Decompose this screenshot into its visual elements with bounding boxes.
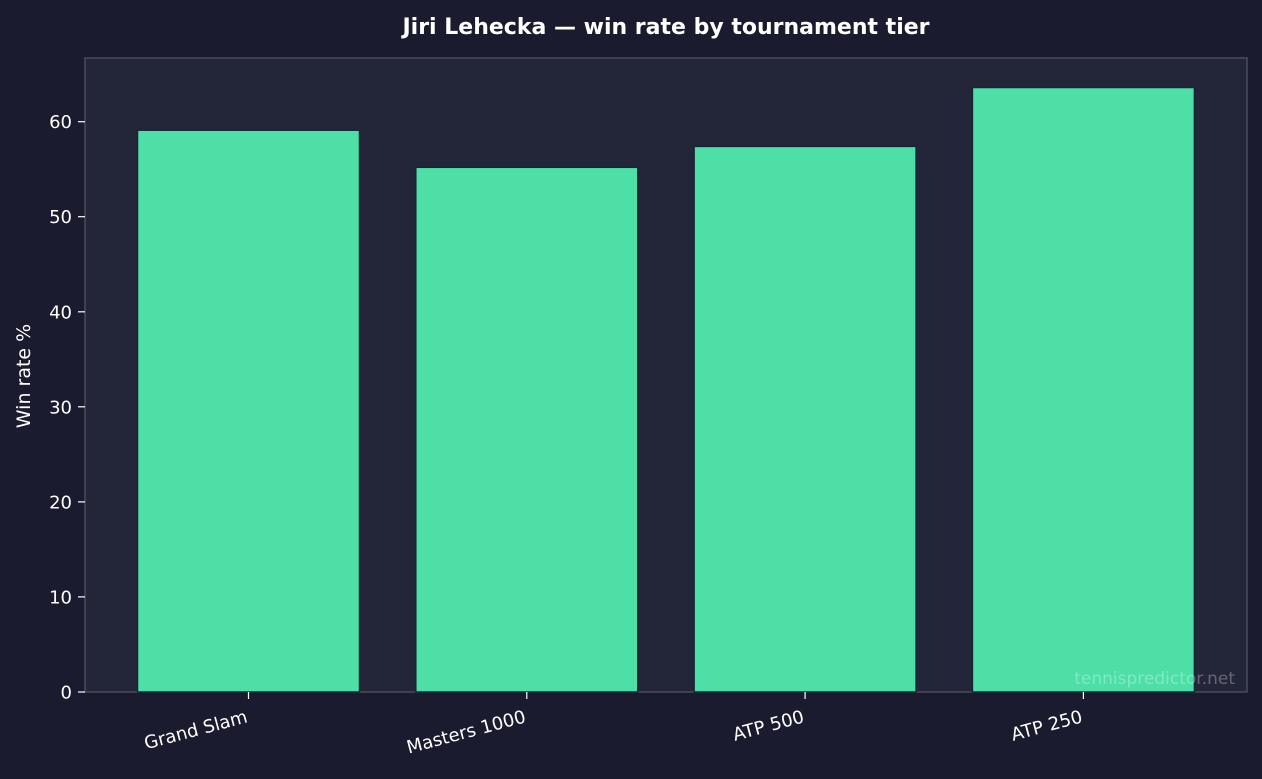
bar-atp-250 [971,86,1196,693]
bar-masters-1000 [415,166,639,693]
bar-atp-500 [693,145,917,693]
x-tick-label: Grand Slam [142,707,250,755]
y-tick-label: 20 [49,492,72,513]
watermark: tennispredictor.net [1074,669,1235,689]
y-tick-label: 40 [49,302,72,323]
bar-grand-slam [136,129,361,693]
x-tick-label: Masters 1000 [404,707,528,759]
bars-group [136,86,1196,693]
y-tick-label: 30 [49,397,72,418]
y-tick-label: 0 [61,683,72,704]
x-tick-label: ATP 250 [1009,707,1085,746]
y-tick-label: 50 [49,207,72,228]
y-axis-label: Win rate % [13,324,35,428]
y-tick-label: 60 [49,112,72,133]
chart-title: Jiri Lehecka — win rate by tournament ti… [400,15,929,40]
y-tick-label: 10 [49,587,72,608]
x-tick-label: ATP 500 [731,707,807,746]
